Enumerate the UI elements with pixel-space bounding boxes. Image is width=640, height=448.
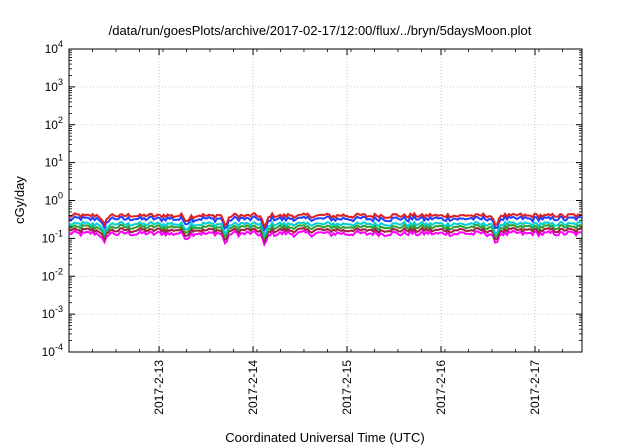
x-tick-label: 2017-2-15: [340, 360, 354, 415]
x-tick-label: 2017-2-16: [434, 360, 448, 415]
grid: [69, 49, 582, 352]
y-tick-label: 101: [45, 153, 63, 170]
x-tick-label: 2017-2-17: [528, 360, 542, 415]
y-tick-label: 104: [45, 39, 63, 56]
series-line: [68, 214, 583, 233]
y-axis: 10-4 10-3 10-2 10-1 100 101 102 103 104: [42, 39, 582, 359]
x-tick-label: 2017-2-13: [152, 360, 166, 415]
y-tick-label: 10-3: [42, 304, 63, 321]
plot-frame: [68, 48, 583, 353]
chart-title: /data/run/goesPlots/archive/2017-02-17/1…: [109, 23, 532, 38]
series-line: [68, 229, 582, 248]
y-tick-label: 102: [45, 115, 63, 132]
series-line: [68, 226, 583, 244]
x-axis-label: Coordinated Universal Time (UTC): [225, 430, 424, 445]
y-tick-label: 10-4: [42, 342, 63, 359]
y-tick-label: 10-2: [42, 266, 63, 283]
y-tick-label: 103: [45, 77, 63, 94]
y-tick-label: 100: [45, 191, 63, 208]
x-axis: 2017-2-13 2017-2-14 2017-2-15 2017-2-16 2017…: [68, 49, 563, 415]
series-line: [68, 223, 583, 241]
series-layer: [68, 211, 583, 248]
y-tick-label: 10-1: [42, 228, 63, 245]
y-axis-label: cGy/day: [12, 176, 27, 224]
x-tick-label: 2017-2-14: [246, 360, 260, 415]
series-line: [68, 211, 583, 230]
series-line: [68, 220, 583, 238]
